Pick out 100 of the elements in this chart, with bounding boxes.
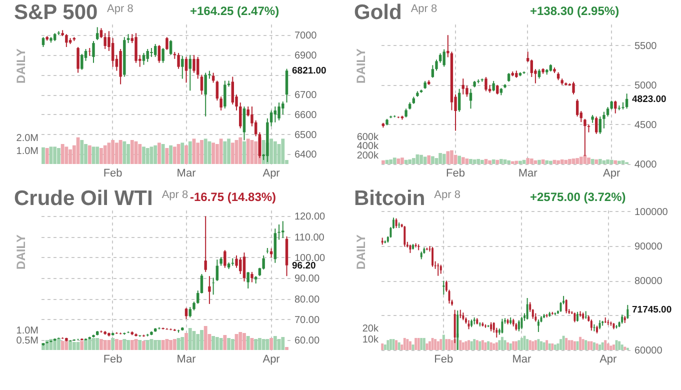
bar: [480, 160, 484, 164]
candlestick: [274, 106, 277, 123]
bar: [601, 342, 604, 350]
bar: [598, 344, 602, 350]
candlestick: [446, 34, 450, 58]
bar: [88, 145, 92, 164]
y2-tick-label: 200k: [356, 150, 380, 162]
bar: [227, 138, 230, 164]
bar: [64, 146, 68, 164]
x-tick-label: Apr: [262, 354, 280, 366]
candlestick: [395, 218, 398, 229]
y-tick-label: 80000: [634, 276, 663, 288]
candlestick: [166, 36, 168, 50]
candlestick: [572, 81, 575, 95]
candlestick: [158, 44, 161, 64]
bar: [80, 140, 84, 164]
candlestick: [576, 98, 579, 118]
candlestick: [65, 34, 68, 48]
candlestick: [526, 298, 528, 320]
bar: [398, 342, 400, 350]
bar: [100, 339, 103, 350]
bar: [126, 144, 130, 164]
candlestick: [518, 320, 520, 332]
bar: [532, 341, 534, 350]
bar: [446, 151, 450, 164]
candlestick: [492, 80, 495, 92]
bar: [496, 160, 500, 164]
candlestick: [250, 271, 254, 283]
candlestick: [246, 271, 250, 289]
bar: [610, 160, 614, 164]
bar: [64, 340, 68, 350]
candlestick: [134, 32, 138, 64]
bar: [172, 146, 176, 164]
bar: [556, 343, 560, 350]
candlestick: [111, 38, 114, 68]
candlestick: [235, 254, 238, 268]
bar: [242, 141, 246, 164]
bar: [450, 340, 454, 350]
candlestick: [282, 101, 284, 115]
y2-tick-label: 0.5M: [16, 336, 38, 346]
bar: [478, 341, 482, 350]
bar: [495, 342, 498, 350]
y-tick-label: 5000: [634, 80, 658, 92]
x-tick-label: Feb: [103, 168, 122, 180]
bar: [114, 142, 118, 164]
bar: [604, 340, 607, 350]
bar: [492, 159, 496, 164]
bar: [230, 339, 234, 350]
candlestick: [598, 116, 602, 134]
x-tick-label: Mar: [512, 354, 532, 366]
bar: [469, 158, 472, 164]
bar: [500, 336, 504, 350]
bar: [426, 343, 428, 350]
bar: [461, 157, 465, 164]
bar: [462, 342, 464, 350]
bar: [215, 337, 219, 350]
bar: [620, 344, 624, 350]
bar: [579, 336, 582, 350]
bar: [227, 338, 230, 350]
bar: [392, 158, 396, 164]
candlestick: [598, 320, 601, 330]
bar: [576, 158, 579, 164]
chart-title: Crude Oil WTI: [14, 187, 153, 210]
bar: [498, 340, 501, 350]
bar: [610, 346, 612, 350]
bar: [146, 148, 150, 164]
candlestick: [574, 312, 576, 323]
candlestick: [80, 53, 84, 70]
candlestick: [282, 220, 284, 239]
bar: [612, 344, 615, 350]
bar: [403, 338, 406, 350]
y-tick-label: 120.00: [294, 212, 326, 223]
bar: [458, 156, 461, 164]
x-tick-label: Apr: [262, 168, 280, 180]
bar: [427, 155, 431, 164]
bar: [568, 158, 572, 164]
bar: [548, 343, 551, 350]
bar: [130, 140, 134, 164]
candlestick: [440, 264, 442, 274]
candlestick: [242, 106, 246, 141]
bar: [258, 338, 262, 350]
bar: [614, 160, 618, 164]
bar: [618, 160, 621, 164]
bar: [238, 137, 242, 164]
bar: [420, 338, 423, 350]
bar: [100, 148, 103, 164]
candlestick: [431, 64, 434, 78]
bar: [560, 339, 562, 350]
bar: [512, 341, 515, 350]
bar: [204, 138, 208, 164]
bar: [389, 159, 392, 164]
bar: [549, 160, 552, 164]
bar: [538, 160, 541, 164]
candlestick: [266, 247, 269, 254]
bar: [254, 339, 258, 350]
text: -16.75 (14.83%): [190, 190, 276, 204]
y-tick-label: 60000: [634, 346, 663, 356]
bar: [68, 341, 72, 350]
bar: [492, 343, 496, 350]
candlestick: [584, 310, 587, 320]
